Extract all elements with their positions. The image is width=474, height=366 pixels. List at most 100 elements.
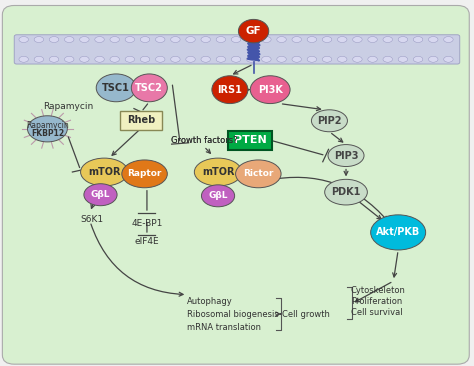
Ellipse shape [413, 56, 423, 62]
Ellipse shape [277, 56, 286, 62]
Ellipse shape [194, 158, 242, 186]
Text: Proliferation: Proliferation [351, 298, 402, 306]
Ellipse shape [353, 37, 362, 42]
Ellipse shape [140, 56, 150, 62]
Text: 4E-BP1: 4E-BP1 [131, 219, 163, 228]
Ellipse shape [328, 145, 364, 167]
Text: mRNA translation: mRNA translation [187, 323, 261, 332]
Text: GβL: GβL [91, 190, 110, 199]
Text: S6K1: S6K1 [81, 215, 104, 224]
Ellipse shape [307, 37, 317, 42]
Ellipse shape [322, 37, 332, 42]
Text: Rictor: Rictor [243, 169, 273, 178]
Ellipse shape [201, 37, 210, 42]
Ellipse shape [125, 37, 135, 42]
Ellipse shape [27, 116, 67, 142]
Ellipse shape [171, 37, 180, 42]
Ellipse shape [368, 56, 377, 62]
Ellipse shape [383, 37, 392, 42]
Text: PIP2: PIP2 [317, 116, 342, 126]
Ellipse shape [81, 158, 128, 186]
Ellipse shape [19, 37, 28, 42]
Text: Raptor: Raptor [128, 169, 162, 178]
Ellipse shape [186, 56, 195, 62]
FancyBboxPatch shape [120, 111, 162, 130]
Ellipse shape [64, 37, 74, 42]
Text: Growth factors?: Growth factors? [171, 137, 237, 145]
Text: PTEN: PTEN [234, 135, 266, 145]
Ellipse shape [110, 56, 119, 62]
Ellipse shape [49, 37, 59, 42]
Ellipse shape [201, 185, 235, 207]
Text: mTOR: mTOR [202, 167, 234, 177]
Ellipse shape [311, 110, 347, 132]
Ellipse shape [186, 37, 195, 42]
Ellipse shape [34, 56, 44, 62]
Ellipse shape [110, 37, 119, 42]
Ellipse shape [444, 56, 453, 62]
Text: TSC2: TSC2 [136, 83, 163, 93]
Ellipse shape [444, 37, 453, 42]
FancyBboxPatch shape [228, 131, 272, 150]
Text: Rapamycin: Rapamycin [26, 122, 69, 130]
Ellipse shape [337, 56, 347, 62]
Ellipse shape [325, 179, 367, 205]
Ellipse shape [64, 56, 74, 62]
Ellipse shape [140, 37, 150, 42]
Ellipse shape [84, 184, 117, 206]
Ellipse shape [428, 56, 438, 62]
Text: PIP3: PIP3 [334, 150, 358, 161]
Ellipse shape [238, 19, 269, 43]
Ellipse shape [171, 56, 180, 62]
Ellipse shape [262, 37, 271, 42]
Text: FKBP12: FKBP12 [31, 129, 64, 138]
Ellipse shape [131, 74, 167, 102]
Ellipse shape [413, 37, 423, 42]
Ellipse shape [122, 160, 167, 188]
Ellipse shape [201, 56, 210, 62]
Ellipse shape [216, 37, 226, 42]
Ellipse shape [155, 37, 165, 42]
Ellipse shape [155, 56, 165, 62]
Ellipse shape [398, 56, 408, 62]
Ellipse shape [96, 74, 136, 102]
Ellipse shape [368, 37, 377, 42]
Ellipse shape [246, 56, 256, 62]
Text: PDK1: PDK1 [331, 187, 361, 197]
Ellipse shape [19, 56, 28, 62]
Ellipse shape [262, 56, 271, 62]
Text: GβL: GβL [208, 191, 228, 200]
Text: Cell survival: Cell survival [351, 309, 402, 317]
Ellipse shape [125, 56, 135, 62]
Ellipse shape [292, 56, 301, 62]
Ellipse shape [236, 160, 281, 188]
Ellipse shape [428, 37, 438, 42]
Text: Rheb: Rheb [127, 115, 155, 125]
Ellipse shape [246, 37, 256, 42]
Ellipse shape [212, 76, 248, 104]
Ellipse shape [277, 37, 286, 42]
Text: Autophagy: Autophagy [187, 298, 233, 306]
Ellipse shape [371, 215, 426, 250]
Text: Akt/PKB: Akt/PKB [376, 227, 420, 238]
Text: TSC1: TSC1 [102, 83, 130, 93]
Text: Growth factors?: Growth factors? [171, 137, 237, 145]
Ellipse shape [216, 56, 226, 62]
Text: mTOR: mTOR [88, 167, 120, 177]
Ellipse shape [250, 76, 290, 104]
FancyBboxPatch shape [2, 5, 469, 364]
Text: Ribosomal biogenesis: Ribosomal biogenesis [187, 310, 279, 319]
Text: Cytoskeleton: Cytoskeleton [351, 287, 406, 295]
Ellipse shape [307, 56, 317, 62]
Text: IRS1: IRS1 [218, 85, 242, 95]
Ellipse shape [34, 37, 44, 42]
Ellipse shape [322, 56, 332, 62]
Ellipse shape [383, 56, 392, 62]
Ellipse shape [398, 37, 408, 42]
Ellipse shape [231, 56, 241, 62]
FancyBboxPatch shape [14, 35, 460, 64]
Text: PI3K: PI3K [258, 85, 283, 95]
Text: Cell growth: Cell growth [282, 310, 330, 319]
Ellipse shape [95, 56, 104, 62]
Ellipse shape [80, 37, 89, 42]
